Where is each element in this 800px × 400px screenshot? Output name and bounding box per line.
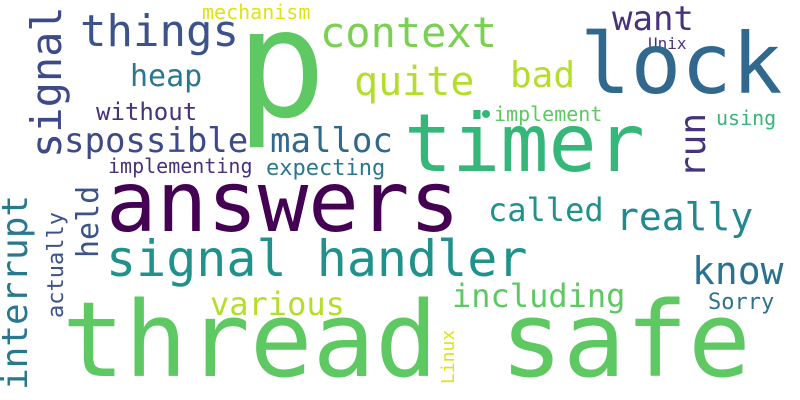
word-malloc: malloc — [270, 121, 393, 161]
word-implementing: implementing — [108, 154, 253, 178]
word-bad: bad — [510, 55, 576, 96]
word-lock: lock — [580, 15, 783, 113]
word-things: things — [80, 6, 239, 57]
word-quite: quite — [354, 59, 475, 105]
word-expecting: expecting — [266, 156, 386, 181]
word-without: without — [96, 98, 198, 126]
word-including: including — [452, 277, 626, 315]
word-signal: signal — [22, 6, 71, 158]
dot-mark — [482, 110, 490, 118]
word-called: called — [488, 191, 604, 229]
word-run: run — [673, 112, 714, 178]
word-know: know — [692, 249, 784, 293]
word-heap: heap — [130, 59, 203, 94]
word-p: p — [236, 0, 327, 152]
word-really: really — [616, 195, 754, 239]
word-implement: implement — [494, 102, 603, 126]
word-thread-safe: thread safe — [62, 279, 751, 400]
word-mechanism: mechanism — [202, 0, 311, 24]
word-spossible: spossible — [64, 121, 249, 161]
word-answers: answers — [106, 153, 461, 251]
word-held: held — [71, 185, 106, 258]
word-interrupt: interrupt — [0, 194, 36, 390]
word-context: context — [320, 8, 498, 57]
word-sorry: Sorry — [708, 290, 775, 315]
word-unix: Unix — [648, 34, 687, 53]
word-want: want — [612, 0, 694, 39]
word-signal-handler: signal handler — [106, 230, 528, 288]
word-timer: timer — [404, 97, 645, 190]
word-using: using — [716, 106, 777, 130]
word-various: various — [210, 285, 345, 323]
